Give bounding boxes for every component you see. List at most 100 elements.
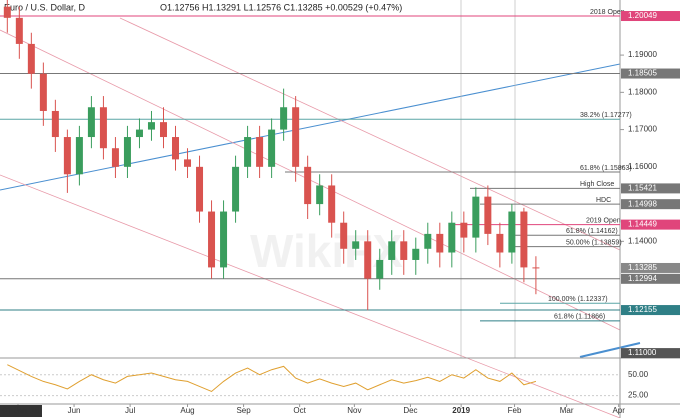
candle-body	[376, 259, 384, 279]
candle-body	[268, 129, 276, 167]
candle-body	[147, 122, 155, 130]
price-label: 1.11000	[628, 348, 657, 357]
candle-body	[75, 137, 83, 175]
x-tick-label: Jun	[68, 406, 81, 415]
candle-body	[220, 211, 228, 268]
candle-body	[484, 196, 492, 234]
candle-body	[135, 129, 143, 138]
x-tick-label: Jul	[125, 406, 135, 415]
candle-body	[39, 73, 47, 111]
candle-body	[340, 222, 348, 249]
price-label-box	[621, 68, 680, 79]
price-label-box	[621, 183, 680, 194]
candle-body	[15, 17, 23, 44]
candle-body	[111, 148, 119, 167]
candle-body	[159, 122, 167, 138]
level-text: 38.2% (1.17277)	[580, 112, 632, 119]
trend-line	[119, 17, 621, 251]
candle-body	[472, 196, 480, 238]
price-label-box	[621, 273, 680, 284]
candle-body	[448, 222, 456, 253]
candle-body	[304, 166, 312, 205]
x-tick-label: Dec	[403, 406, 417, 415]
header: Euro / U.S. Dollar, D O1.12756 H1.13291 …	[4, 2, 402, 12]
x-tick-label: Oct	[293, 406, 306, 415]
x-tick-label: Mar	[560, 406, 574, 415]
price-label: 1.12155	[628, 305, 657, 314]
level-text: 61.8% (1.14162)	[566, 228, 618, 235]
trend-line	[0, 63, 621, 191]
candle-body	[412, 248, 420, 260]
candle-body	[520, 211, 528, 268]
candle-body	[172, 137, 180, 160]
y-tick-label: 1.14000	[628, 236, 657, 245]
candle-body	[424, 233, 432, 249]
level-text: 2018 Open	[590, 9, 625, 16]
x-tick-label: Apr	[612, 406, 625, 415]
candle-body	[27, 43, 35, 74]
price-label-box	[621, 11, 680, 22]
candle-body	[232, 166, 240, 212]
price-label-box	[621, 199, 680, 210]
level-text: 2019 Open	[586, 217, 621, 224]
x-tick-label: Sep	[236, 406, 251, 415]
x-tick-label: Aug	[180, 406, 194, 415]
price-label-box	[621, 262, 680, 273]
level-text: 50.00% (1.13859)	[566, 239, 622, 246]
candle-body	[256, 137, 264, 167]
level-text: 100.00% (1.12337)	[548, 296, 608, 303]
candle-body	[244, 137, 252, 167]
y-tick-label: 1.16000	[628, 162, 657, 171]
candle-body	[316, 185, 324, 205]
candle-body	[63, 137, 71, 175]
price-label: 1.18505	[628, 69, 657, 78]
price-label: 1.15421	[628, 184, 657, 193]
candle-body	[364, 241, 372, 279]
price-label: 1.14998	[628, 199, 657, 208]
level-text: 61.8% (1.15863)	[580, 165, 632, 172]
candle-body	[292, 107, 300, 167]
candle-body	[352, 241, 360, 249]
candle-body	[87, 107, 95, 138]
price-label-box	[621, 348, 680, 359]
candle-body	[328, 185, 336, 223]
level-text: High Close	[580, 181, 614, 188]
candle-body	[280, 107, 288, 130]
candle-body	[3, 6, 11, 18]
price-label: 1.12994	[628, 274, 657, 283]
candle-body	[196, 166, 204, 212]
candle-body	[532, 267, 540, 269]
x-tick-label: Nov	[347, 406, 361, 415]
y-tick-label: 50.00	[628, 370, 649, 379]
candle-body	[123, 137, 131, 167]
price-label: 1.14449	[628, 220, 657, 229]
ohlc-readout: O1.12756 H1.13291 L1.12576 C1.13285 +0.0…	[160, 2, 402, 12]
symbol-title: Euro / U.S. Dollar, D	[4, 2, 86, 12]
candle-body	[400, 241, 408, 260]
x-tick-label: 2019	[452, 406, 470, 415]
candle-body	[460, 222, 468, 238]
x-tick-label: 01 Jan '18	[3, 406, 40, 415]
price-label: 1.20049	[628, 11, 657, 20]
price-label: 1.13285	[628, 263, 657, 272]
y-tick-label: 1.17000	[628, 125, 657, 134]
level-text: HDC	[596, 197, 611, 204]
candle-body	[99, 107, 107, 149]
candle-body	[184, 159, 192, 167]
candle-body	[51, 110, 59, 138]
price-label-box	[621, 305, 680, 316]
x-tick-label: Feb	[508, 406, 522, 415]
price-label-box	[621, 219, 680, 230]
y-tick-label: 25.00	[628, 391, 649, 400]
candle-body	[436, 233, 444, 253]
y-tick-label: 1.18000	[628, 87, 657, 96]
candle-body	[388, 241, 396, 260]
trend-line	[579, 342, 641, 358]
date-label-box	[0, 405, 42, 417]
y-tick-label: 1.19000	[628, 50, 657, 59]
candle-body	[508, 211, 516, 253]
candle-body	[496, 233, 504, 253]
level-text: 61.8% (1.11866)	[554, 314, 605, 321]
